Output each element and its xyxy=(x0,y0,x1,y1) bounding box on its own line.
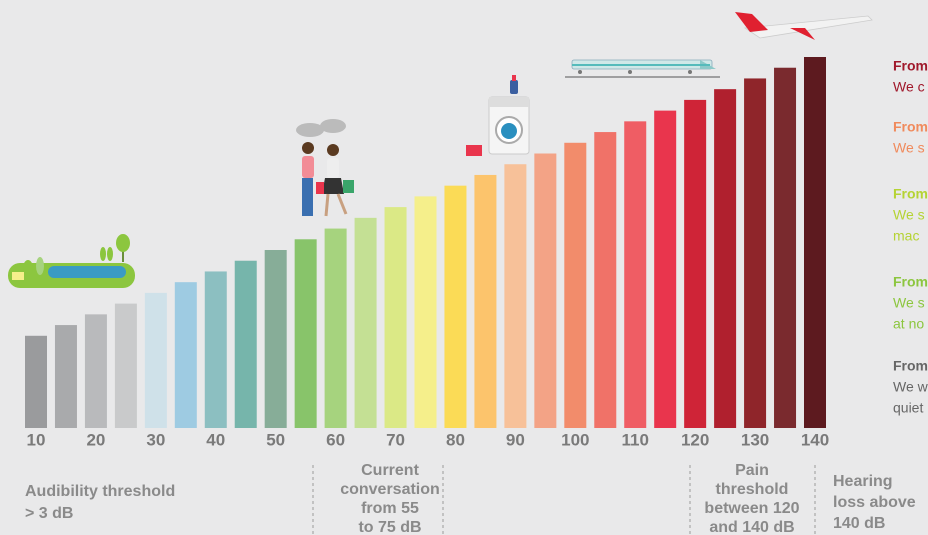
bar xyxy=(204,271,227,428)
bar xyxy=(114,303,137,428)
people-illustration xyxy=(296,119,354,217)
bar xyxy=(414,196,437,428)
bar xyxy=(534,153,557,429)
bar xyxy=(144,292,167,428)
legend-text: at no xyxy=(893,316,924,332)
train-illustration xyxy=(565,59,720,78)
bar xyxy=(25,335,47,428)
bar xyxy=(504,164,527,428)
annotation: Audibility threshold xyxy=(25,483,175,500)
bar xyxy=(684,99,707,429)
bar xyxy=(54,325,77,428)
bar xyxy=(84,314,107,428)
bar xyxy=(384,207,407,428)
annotation: and 140 dB xyxy=(709,519,794,535)
legend-heading: From xyxy=(893,358,928,374)
bar xyxy=(444,185,467,428)
bar xyxy=(744,78,767,429)
annotation: between 120 xyxy=(704,500,799,517)
annotation: > 3 dB xyxy=(25,505,73,522)
x-tick-label: 20 xyxy=(86,430,105,449)
legend-heading: From xyxy=(893,274,928,290)
x-tick-label: 40 xyxy=(206,430,225,449)
annotation: Current xyxy=(361,462,419,479)
annotation: to 75 dB xyxy=(358,519,421,535)
annotation: from 55 xyxy=(361,500,419,517)
bar xyxy=(624,121,647,428)
bar xyxy=(264,250,287,428)
bar xyxy=(294,239,317,428)
annotation: threshold xyxy=(716,481,789,498)
legend-heading: From xyxy=(893,58,928,74)
bar xyxy=(654,110,677,428)
annotation: Pain xyxy=(735,462,769,479)
x-tick-label: 110 xyxy=(622,430,649,449)
annotation: Hearing xyxy=(833,473,893,490)
x-tick-label: 50 xyxy=(266,430,285,449)
legend-text: We w xyxy=(893,379,928,395)
x-tick-label: 60 xyxy=(326,430,345,449)
bar xyxy=(324,228,347,428)
bar xyxy=(564,142,587,429)
bar xyxy=(714,89,737,428)
legend-heading: From xyxy=(893,119,928,135)
plane-illustration xyxy=(735,12,873,40)
legend-text: mac xyxy=(893,228,919,244)
x-tick-label: 120 xyxy=(681,430,709,449)
legend-text: quiet xyxy=(893,400,923,416)
x-tick-label: 140 xyxy=(801,430,829,449)
legend-text: We s xyxy=(893,295,925,311)
annotation: conversation xyxy=(340,481,440,498)
x-tick-label: 80 xyxy=(446,430,465,449)
legend-heading: From xyxy=(893,186,928,202)
bar xyxy=(594,132,617,428)
legend-text: We s xyxy=(893,140,925,156)
x-tick-label: 130 xyxy=(741,430,769,449)
x-tick-label: 10 xyxy=(27,430,46,449)
annotation: loss above xyxy=(833,494,916,511)
bar xyxy=(474,174,497,428)
bar xyxy=(234,260,257,428)
bar xyxy=(354,217,377,428)
bar xyxy=(174,282,197,428)
x-tick-label: 100 xyxy=(561,430,589,449)
x-tick-label: 90 xyxy=(506,430,525,449)
annotation: 140 dB xyxy=(833,515,885,532)
park-illustration xyxy=(8,234,135,288)
bar xyxy=(804,57,826,428)
x-tick-label: 30 xyxy=(146,430,165,449)
washing-machine-illustration xyxy=(466,75,530,156)
x-tick-label: 70 xyxy=(386,430,405,449)
bar xyxy=(774,67,797,429)
legend-text: We c xyxy=(893,79,925,95)
legend-text: We s xyxy=(893,207,925,223)
